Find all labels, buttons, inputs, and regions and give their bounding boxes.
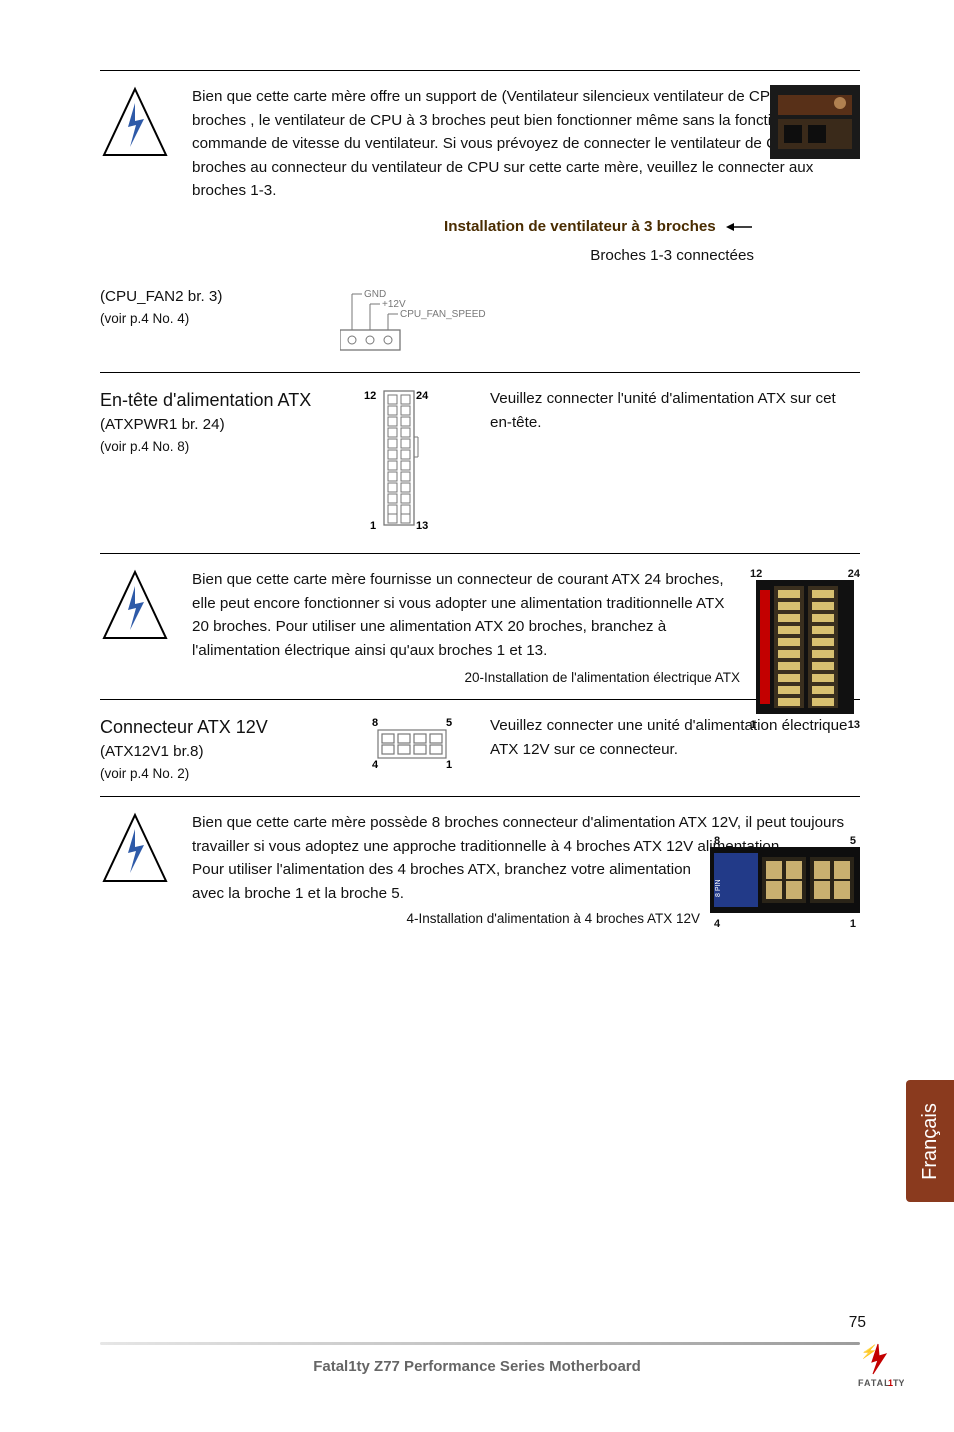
language-tab: Français [906,1080,954,1202]
svg-text:1: 1 [370,520,376,532]
fan-photo-icon [770,85,860,159]
pin-label: 12 [750,568,762,580]
svg-text:24: 24 [416,390,429,402]
cpu-fan2-l1: (CPU_FAN2 br. 3) [100,286,320,309]
pin-label: 1 [750,719,756,731]
warn1-text: Bien que cette carte mère offre un suppo… [192,85,860,203]
atx-l1: (ATXPWR1 br. 24) [100,414,340,437]
lightning-icon [100,85,170,168]
atx12v-title: Connecteur ATX 12V [100,714,340,741]
rule [100,70,860,71]
warning-block-1: Bien que cette carte mère offre un suppo… [100,85,860,268]
footer-title: Fatal1ty Z77 Performance Series Motherbo… [0,1358,954,1375]
pin-label: 13 [848,719,860,731]
footer-rule [100,1342,860,1345]
svg-text:13: 13 [416,520,428,532]
pin-label: 4 [714,918,720,930]
atx24-diagram-icon: 12 24 1 [358,387,440,537]
svg-text:CPU_FAN_SPEED: CPU_FAN_SPEED [400,309,486,320]
atx12v-l1: (ATX12V1 br.8) [100,741,340,764]
warning-block-3: Bien que cette carte mère possède 8 broc… [100,811,860,930]
atx-title: En-tête d'alimentation ATX [100,387,340,414]
svg-text:12: 12 [364,390,376,402]
svg-text:4: 4 [372,759,379,771]
atx-l2: (voir p.4 No. 8) [100,437,340,457]
atx12v-section: Connecteur ATX 12V (ATX12V1 br.8) (voir … [100,714,860,784]
arrow-left-icon [726,222,754,232]
cpu-fan2-l2: (voir p.4 No. 4) [100,309,320,329]
rule [100,796,860,797]
pin-label: 5 [850,835,856,847]
cpu-fan2-row: (CPU_FAN2 br. 3) (voir p.4 No. 4) GND +1… [100,286,860,352]
rule [100,699,860,700]
rule [100,553,860,554]
pin-label: 8 [714,835,720,847]
language-label: Français [919,1103,942,1180]
lightning-icon [100,811,170,894]
svg-text:1: 1 [446,759,452,771]
svg-text:5: 5 [446,717,452,729]
pin-label: 1 [850,918,856,930]
svg-text:TY: TY [893,1378,904,1388]
atx8-diagram-icon: 8 5 4 1 [358,714,468,772]
install-sub: Broches 1-3 connectées [192,244,860,268]
page-footer: 75 Fatal1ty Z77 Performance Series Mothe… [0,1312,954,1432]
atx4-photo: 8 5 8 PIN 4 1 [710,835,860,930]
atx20-photo: 12 24 [750,568,860,731]
svg-text:8 PIN: 8 PIN [715,880,722,898]
atx-desc: Veuillez connecter l'unité d'alimentatio… [490,387,860,434]
warn2-caption: 20-Installation de l'alimentation électr… [100,670,860,685]
svg-text:FATAL: FATAL [858,1378,891,1388]
svg-text:8: 8 [372,717,378,729]
pin-label: 24 [848,568,860,580]
install-label: Installation de ventilateur à 3 broches [444,218,716,235]
fan3-diagram-icon: GND +12V CPU_FAN_SPEED [340,286,520,352]
warning-block-2: Bien que cette carte mère fournisse un c… [100,568,860,662]
rule [100,372,860,373]
page-number: 75 [849,1314,866,1332]
fatal1ty-logo-icon: ⚡ FATAL 1 TY [858,1342,904,1393]
atx-section: En-tête d'alimentation ATX (ATXPWR1 br. … [100,387,860,537]
lightning-icon [100,568,170,651]
warn2-text: Bien que cette carte mère fournisse un c… [192,568,740,662]
atx12v-l2: (voir p.4 No. 2) [100,764,340,784]
